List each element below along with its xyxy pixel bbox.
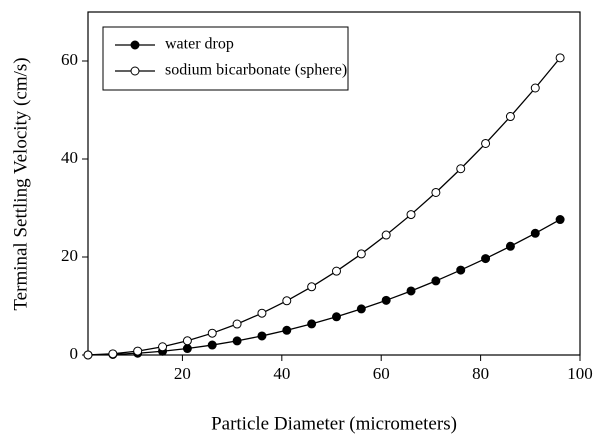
x-tick-label: 100 — [567, 364, 593, 383]
data-point — [406, 210, 416, 220]
data-point — [356, 249, 366, 259]
data-point — [158, 342, 168, 352]
data-point — [456, 164, 466, 174]
data-point — [530, 83, 540, 93]
data-point — [282, 325, 292, 335]
legend-box — [102, 26, 349, 91]
x-tick-label: 60 — [373, 364, 390, 383]
data-point — [505, 241, 515, 251]
data-point — [182, 336, 192, 346]
data-point — [207, 328, 217, 338]
data-point — [257, 308, 267, 318]
data-point — [133, 346, 143, 356]
data-point — [307, 282, 317, 292]
plot-frame — [87, 11, 581, 356]
data-point — [530, 228, 540, 238]
y-tick-label: 0 — [70, 344, 79, 363]
x-tick-label: 20 — [174, 364, 191, 383]
x-tick-label: 80 — [472, 364, 489, 383]
data-point — [282, 296, 292, 306]
data-point — [307, 319, 317, 329]
legend-label: water drop — [165, 36, 234, 53]
data-point — [481, 254, 491, 264]
data-point — [356, 304, 366, 314]
legend-marker — [130, 40, 140, 50]
data-point — [555, 53, 565, 63]
y-tick-label: 40 — [61, 148, 78, 167]
series-line — [87, 57, 561, 356]
data-point — [257, 331, 267, 341]
x-tick-label: 40 — [273, 364, 290, 383]
data-point — [381, 295, 391, 305]
data-point — [555, 215, 565, 225]
data-point — [182, 344, 192, 354]
data-point — [431, 276, 441, 286]
series-line — [87, 218, 561, 356]
y-axis-title: Terminal Settling Velocity (cm/s) — [10, 57, 31, 310]
data-point — [431, 187, 441, 197]
legend-label: sodium bicarbonate (sphere) — [165, 62, 347, 79]
data-point — [83, 350, 93, 360]
data-point — [381, 230, 391, 240]
data-point — [505, 112, 515, 122]
data-point — [331, 312, 341, 322]
data-point — [456, 265, 466, 275]
legend-marker — [130, 66, 140, 76]
data-point — [406, 286, 416, 296]
x-axis-title: Particle Diameter (micrometers) — [211, 413, 457, 434]
y-tick-label: 20 — [61, 246, 78, 265]
data-point — [232, 319, 242, 329]
data-point — [232, 336, 242, 346]
data-point — [481, 138, 491, 148]
data-point — [331, 266, 341, 276]
data-point — [207, 340, 217, 350]
data-point — [108, 349, 118, 359]
y-tick-label: 60 — [61, 50, 78, 69]
